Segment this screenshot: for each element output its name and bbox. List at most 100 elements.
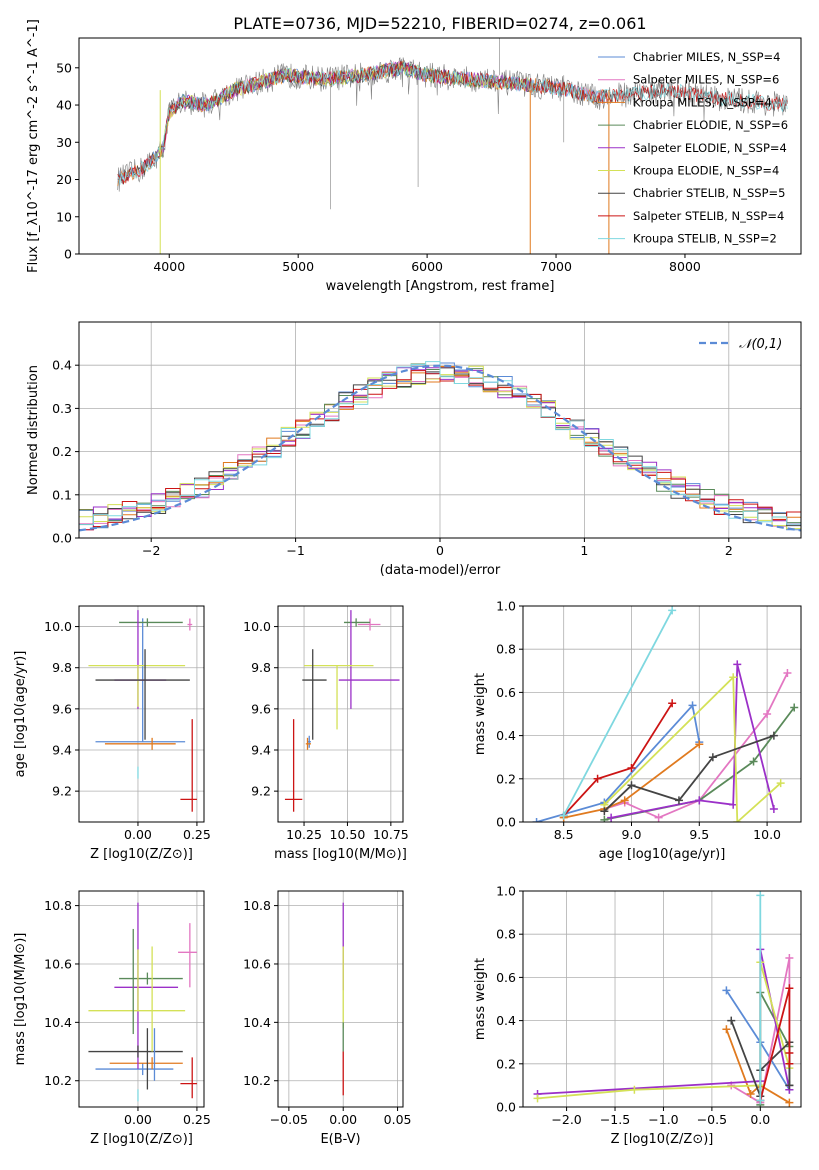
weight-marker: [695, 740, 704, 749]
plot-area: [88, 902, 197, 1102]
weight-marker: [668, 606, 677, 615]
weight-marker: [769, 805, 778, 814]
x-tick-label: 0.00: [124, 827, 152, 842]
x-axis-label: Z [log10(Z/Z⊙)]: [90, 847, 193, 862]
y-tick-label: 0: [64, 247, 72, 262]
x-axis-label: (data-model)/error: [380, 563, 501, 578]
errorbar-point: [95, 1063, 174, 1076]
x-tick-label: 7000: [540, 259, 572, 274]
legend-label: Chabrier ELODIE, N_SSP=6: [633, 118, 788, 132]
x-tick-label: 6000: [411, 259, 443, 274]
weight-marker: [708, 753, 717, 762]
y-tick-label: 40: [56, 98, 72, 113]
legend-label: Kroupa STELIB, N_SSP=2: [633, 232, 777, 246]
errorbar-point: [114, 902, 179, 1070]
x-tick-label: 2: [725, 543, 733, 558]
weight-marker: [733, 660, 742, 669]
x-tick-label: −2.0: [551, 1112, 581, 1127]
weight-line: [562, 609, 673, 816]
weight-marker: [674, 796, 683, 805]
errorbar-point: [119, 618, 183, 627]
errorbar-point: [302, 649, 327, 740]
y-axis-label: Flux [f_λ10^-17 erg cm^-2 s^-1 A^-1]: [26, 19, 41, 273]
x-axis-label: Z [log10(Z/Z⊙)]: [611, 1132, 714, 1147]
x-axis-label: wavelength [Angstrom, rest frame]: [326, 279, 555, 294]
y-tick-label: 0.4: [496, 1013, 516, 1028]
y-tick-label: 10.8: [243, 898, 271, 913]
y-tick-label: 0.4: [496, 728, 516, 743]
panel-mass_vs_Z: 0.00 0.25 10.2 10.4 10.6 10.8 Z [log10(Z/Z⊙)] m…: [13, 890, 211, 1147]
panel-age_vs_mass: 10.25 10.50 10.75 9.2 9.4 9.6 9.8 10.0 mass [log…: [243, 605, 409, 862]
x-tick-label: 4000: [153, 259, 185, 274]
x-tick-label: 8.5: [554, 827, 574, 842]
weight-marker: [532, 818, 541, 822]
weight-marker: [600, 815, 609, 822]
errorbar-point: [109, 1057, 183, 1070]
errorbar-point: [284, 719, 303, 812]
weight-marker: [593, 774, 602, 783]
weight-marker: [600, 807, 609, 816]
x-tick-label: 0.0: [750, 1112, 770, 1127]
histogram-step: [79, 370, 801, 531]
errorbar-point: [95, 649, 190, 740]
weight-marker: [627, 764, 636, 772]
axes-frame: [277, 605, 404, 823]
weight-marker: [746, 1090, 755, 1099]
y-axis-label: Normed distribution: [26, 365, 41, 495]
axes-frame: [78, 890, 205, 1108]
y-tick-label: 9.4: [52, 743, 72, 758]
legend-label: Kroupa MILES, N_SSP=4: [633, 95, 772, 109]
errorbar-point: [88, 665, 186, 707]
weight-marker: [749, 757, 758, 766]
x-tick-label: −1.5: [600, 1112, 630, 1127]
y-tick-label: 10.0: [44, 619, 72, 634]
weight-marker: [785, 1081, 794, 1090]
x-tick-label: −0.5: [697, 1112, 727, 1127]
x-tick-label: 0.25: [183, 827, 211, 842]
y-tick-label: 0.6: [496, 685, 516, 700]
panels: 4000 5000 6000 7000 800001020304050wavelengt…: [13, 19, 802, 1147]
weight-marker: [727, 1016, 736, 1025]
errorbar-point: [104, 737, 176, 750]
x-tick-label: 9.0: [622, 827, 642, 842]
errorbar-point: [88, 949, 186, 1012]
panel-age_vs_Z: 0.00 0.25 9.2 9.4 9.6 9.8 10.0 Z [log10(Z/Z⊙)] a…: [13, 605, 211, 862]
y-axis-label: mass weight: [473, 673, 488, 755]
axes-frame: [78, 37, 802, 255]
x-tick-label: 5000: [282, 259, 314, 274]
errorbar-point: [178, 923, 197, 988]
x-tick-label: 8000: [669, 259, 701, 274]
y-tick-label: 0.2: [496, 1056, 516, 1071]
legend-label: 𝒩(0,1): [739, 337, 782, 352]
y-tick-label: 0.2: [496, 771, 516, 786]
y-tick-label: 10.6: [44, 956, 72, 971]
x-tick-label: 10.0: [753, 827, 781, 842]
weight-marker: [688, 701, 697, 710]
plot-area: [79, 361, 801, 532]
errorbar-point: [305, 737, 311, 750]
panel-weight_vs_Z: −2.0 −1.5 −1.0 −0.5 0.0 0.0 0.2 0.4 0.6 0.8 1.0 Z […: [473, 884, 802, 1147]
legend-label: Chabrier MILES, N_SSP=4: [633, 50, 780, 64]
y-tick-label: 9.6: [251, 701, 271, 716]
y-tick-label: 0.0: [496, 815, 516, 830]
errorbar-point: [343, 618, 371, 627]
weight-marker: [763, 710, 772, 718]
errorbar-point: [88, 1045, 183, 1058]
y-tick-label: 20: [56, 172, 72, 187]
y-tick-label: 9.6: [52, 701, 72, 716]
x-tick-label: 1: [580, 543, 588, 558]
y-tick-label: 0.2: [52, 444, 72, 459]
y-tick-label: 50: [56, 60, 72, 75]
legend-label: Chabrier STELIB, N_SSP=5: [633, 186, 785, 200]
panel-weight_vs_age: 8.5 9.0 9.5 10.0 0.0 0.2 0.4 0.6 0.8 1.0 age [log1…: [473, 599, 802, 862]
y-tick-label: 9.8: [52, 660, 72, 675]
weight-marker: [729, 673, 738, 682]
weight-line: [604, 672, 789, 819]
weight-marker: [733, 818, 742, 822]
errorbar-point: [357, 618, 381, 631]
weight-line: [759, 987, 791, 1101]
weight-marker: [776, 779, 785, 788]
y-tick-label: 0.8: [496, 927, 516, 942]
y-tick-label: 0.4: [52, 358, 72, 373]
y-tick-label: 10.4: [44, 1015, 72, 1030]
